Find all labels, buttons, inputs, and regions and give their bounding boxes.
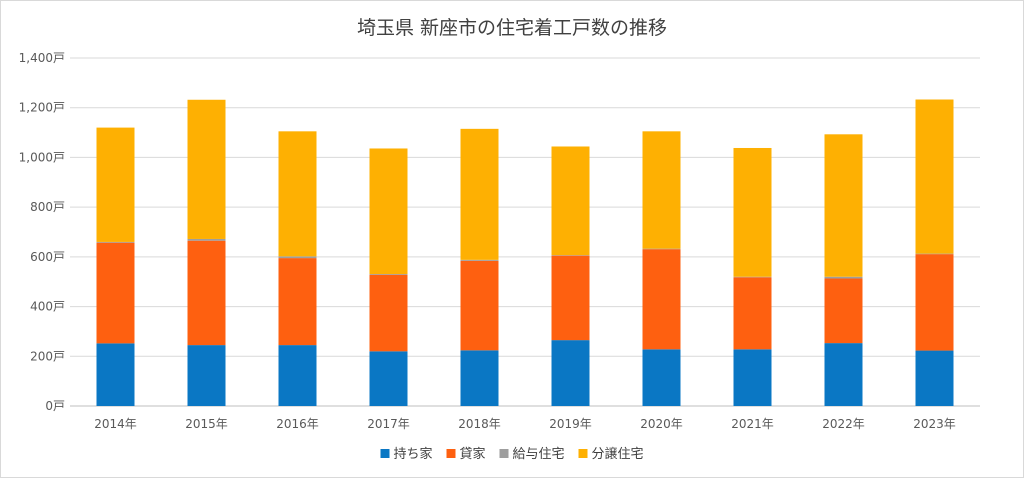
bar-segment-1-5 — [551, 255, 590, 341]
bar-segment-2-8 — [824, 276, 863, 279]
x-tick-label: 2019年 — [549, 417, 592, 431]
bar-segment-0-1 — [187, 345, 226, 406]
bar-segment-3-1 — [187, 99, 226, 239]
bar-segment-0-8 — [824, 343, 863, 406]
bar-segment-0-5 — [551, 340, 590, 406]
y-tick-label: 400戸 — [30, 300, 65, 314]
y-tick-label: 800戸 — [30, 200, 65, 214]
y-tick-label: 0戸 — [45, 399, 65, 413]
bar-segment-2-4 — [460, 259, 499, 261]
bar-segment-3-7 — [733, 147, 772, 277]
x-tick-label: 2023年 — [913, 417, 956, 431]
bar-segment-1-7 — [733, 277, 772, 350]
bar-segment-2-1 — [187, 238, 226, 241]
bar-segment-2-0 — [96, 241, 135, 243]
bar-segment-0-7 — [733, 349, 772, 406]
bar-segment-1-0 — [96, 242, 135, 344]
bar-segment-0-3 — [369, 351, 408, 406]
bar-segment-3-6 — [642, 131, 681, 249]
bar-segment-3-0 — [96, 127, 135, 242]
bar-segment-3-8 — [824, 134, 863, 277]
bar-segment-1-4 — [460, 260, 499, 351]
legend-swatch-0 — [380, 449, 390, 458]
bar-segment-1-2 — [278, 258, 317, 346]
bar-segment-0-0 — [96, 343, 135, 406]
legend-swatch-2 — [499, 449, 509, 458]
legend-label: 貸家 — [460, 446, 486, 462]
bar-segment-1-6 — [642, 249, 681, 350]
y-axis-tick-labels: 0戸 200戸 400戸 600戸 800戸 1,000戸 1,200戸 1,400戸 — [19, 51, 65, 413]
x-tick-label: 2022年 — [822, 417, 865, 431]
x-tick-label: 2018年 — [458, 417, 501, 431]
x-axis-tick-labels: 2014年 2015年 2016年 2017年 2018年 2019年 2020年 2021年… — [94, 417, 956, 431]
x-tick-label: 2016年 — [276, 417, 319, 431]
legend-label: 持ち家 — [394, 446, 433, 462]
y-tick-label: 600戸 — [30, 250, 65, 264]
x-tick-label: 2014年 — [94, 417, 137, 431]
bar-segment-3-9 — [915, 99, 954, 254]
bar-segment-0-6 — [642, 349, 681, 406]
y-tick-label: 1,400戸 — [19, 51, 65, 65]
y-tick-label: 1,200戸 — [19, 101, 65, 115]
x-tick-label: 2017年 — [367, 417, 410, 431]
bar-segment-0-2 — [278, 345, 317, 406]
bar-segment-0-9 — [915, 350, 954, 406]
legend: 持ち家 貸家 給与住宅 分譲住宅 — [380, 446, 644, 462]
y-tick-label: 200戸 — [30, 349, 65, 363]
bar-segment-0-4 — [460, 350, 499, 406]
bar-segment-1-9 — [915, 254, 954, 351]
legend-label: 分譲住宅 — [592, 446, 644, 462]
x-tick-label: 2021年 — [731, 417, 774, 431]
chart-title: 埼玉県 新座市の住宅着工戸数の推移 — [357, 17, 667, 39]
x-tick-label: 2020年 — [640, 417, 683, 431]
bar-segment-3-2 — [278, 131, 317, 257]
legend-swatch-3 — [578, 449, 588, 458]
bar-segment-2-3 — [369, 274, 408, 275]
legend-swatch-1 — [446, 449, 456, 458]
bar-segment-1-1 — [187, 240, 226, 346]
bar-segment-1-8 — [824, 278, 863, 344]
bar-segment-1-3 — [369, 274, 408, 352]
bar-segment-3-4 — [460, 128, 499, 260]
legend-label: 給与住宅 — [513, 447, 565, 462]
bar-segment-3-5 — [551, 146, 590, 256]
bar-segment-2-2 — [278, 256, 317, 259]
x-tick-label: 2015年 — [185, 417, 228, 431]
y-tick-label: 1,000戸 — [19, 150, 65, 164]
bar-segment-3-3 — [369, 148, 408, 275]
bars — [96, 99, 954, 406]
